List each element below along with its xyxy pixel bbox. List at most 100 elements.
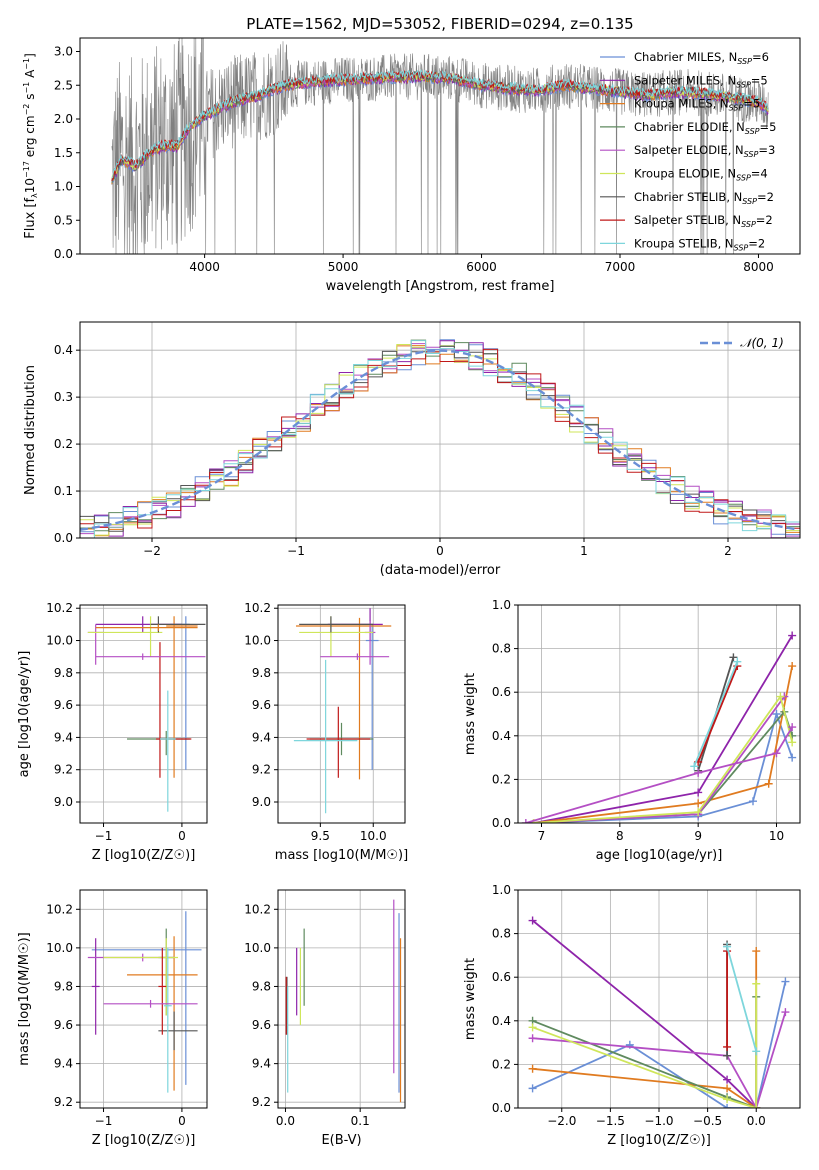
weight-marker [528,916,537,925]
legend-entry: Kroupa STELIB, NSSP=2 [634,236,765,252]
weight-marker [788,753,797,762]
weight-marker [723,1095,732,1104]
weight-marker [528,1084,537,1093]
axes-border [79,37,801,255]
y-tick-label: 10.2 [244,902,271,916]
plot-content [111,38,769,254]
axes-frame: −2.0 −1.5 −1.0 −0.5 0.0 0.0 0.2 0.4 0.6 0.8 1.0 Z [… [463,883,801,1148]
y-tick-label: 9.6 [54,1018,73,1032]
plot-area [278,890,405,1108]
residual-axes: −2 −1 0 1 2 0.0 0.1 0.2 0.3 0.4 (data-model)/error… [23,321,801,578]
weight-marker [723,1104,732,1108]
y-tick-label: 2.0 [54,112,73,126]
x-tick-label: 9.5 [311,829,330,843]
y-tick-label: 0.2 [492,772,511,786]
legend-entry: Chabrier ELODIE, NSSP=5 [634,120,776,136]
weight-marker [752,947,761,956]
plot-area [278,605,405,823]
weight-marker [694,768,703,777]
y-tick-label: 9.2 [252,763,271,777]
weight-marker [694,788,703,797]
y-tick-label: 9.4 [252,1057,271,1071]
weight-marker [788,631,797,640]
x-tick-label: 2 [724,544,732,558]
y-tick-label: 0.1 [54,484,73,498]
axes-border [277,889,406,1109]
y-tick-label: 0.6 [492,970,511,984]
weight-marker [694,808,703,817]
y-tick-label: 9.8 [252,666,271,680]
x-axis-label: age [log10(age/yr)] [596,848,723,863]
axes-frame: 7 8 9 10 0.0 0.2 0.4 0.6 0.8 1.0 age [log10(age/yr… [463,598,801,863]
weight-line [693,661,739,767]
y-axis-label: mass weight [463,958,478,1040]
weight-vs-metallicity-axes: −2.0 −1.5 −1.0 −0.5 0.0 0.0 0.2 0.4 0.6 0.8 1.0 Z [… [463,883,801,1148]
y-tick-label: 0.6 [492,685,511,699]
x-tick-label: −2.0 [547,1114,576,1128]
x-tick-label: 8 [616,829,624,843]
y-tick-label: 0.4 [54,343,73,357]
weight-line [533,665,794,823]
weight-line [532,1011,787,1108]
x-tick-label: −1 [287,544,305,558]
plot-area [80,605,207,823]
axes-frame: −2 −1 0 1 2 0.0 0.1 0.2 0.3 0.4 (data-model)/error… [23,321,801,578]
weight-marker [788,738,797,747]
axes-frame: −1 0 9.2 9.4 9.6 9.8 10.0 10.2 Z [log10(Z/Z☉)] ma… [17,889,208,1148]
weight-marker [528,1064,537,1073]
weight-marker [521,819,530,823]
x-tick-label: 6000 [466,260,497,274]
weight-marker [772,749,781,758]
weight-line [726,946,758,1052]
y-tick-label: 9.2 [54,763,73,777]
y-tick-label: 9.0 [54,795,73,809]
mass-vs-metallicity-axes: −1 0 9.2 9.4 9.6 9.8 10.0 10.2 Z [log10(Z/Z☉)] ma… [17,889,208,1148]
gaussian-curve [80,349,798,531]
y-tick-label: 9.4 [54,1057,73,1071]
axes-border [277,604,406,824]
y-tick-label: 0.8 [492,927,511,941]
y-tick-label: 0.2 [54,437,73,451]
x-tick-label: −1 [95,1114,113,1128]
legend-entry: 𝒩(0, 1) [740,336,784,350]
x-axis-label: E(B-V) [321,1133,361,1148]
y-tick-label: 10.2 [46,902,73,916]
weight-marker [781,977,790,986]
axes-border [79,889,208,1109]
x-tick-label: 0 [436,544,444,558]
x-tick-label: 0 [178,829,186,843]
spectrum-axes: 4000 5000 6000 7000 8000 0.0 0.5 1.0 1.5 2.0 2.5 3.… [22,37,801,294]
y-tick-label: 9.2 [252,1095,271,1109]
plot-layer: 4000 5000 6000 7000 80000.00.51.01.52.02.53.… [17,37,801,1148]
y-tick-label: 10.2 [244,601,271,615]
weight-marker [752,1104,761,1108]
y-tick-label: 10.0 [46,634,73,648]
plot-content [80,339,800,538]
y-tick-label: 10.0 [46,941,73,955]
y-axis-label: Flux [fλ10−17 erg cm−2 s−1 A−1] [22,53,39,239]
weight-marker [528,1023,537,1032]
legend-entry: Salpeter MILES, NSSP=5 [634,73,768,89]
weight-marker [764,779,773,788]
y-tick-label: 0.0 [492,816,511,830]
weight-marker [788,723,797,732]
x-tick-label: 9 [694,829,702,843]
weight-line [697,665,739,763]
weight-marker [733,657,742,666]
y-tick-label: 1.0 [54,180,73,194]
y-tick-label: 10.0 [244,941,271,955]
weight-marker [752,979,761,988]
y-tick-label: 2.5 [54,78,73,92]
weight-marker [781,1008,790,1017]
model-spectrum-line [111,69,769,179]
x-tick-label: 10 [769,829,784,843]
y-axis-label: age [log10(age/yr)] [17,651,32,778]
axes-border [517,604,801,824]
y-tick-label: 0.3 [54,390,73,404]
weight-line [532,981,787,1108]
y-tick-label: 0.0 [54,531,73,545]
y-tick-label: 9.8 [54,666,73,680]
weight-line [525,726,793,823]
legend-entry: Kroupa ELODIE, NSSP=4 [634,167,768,183]
